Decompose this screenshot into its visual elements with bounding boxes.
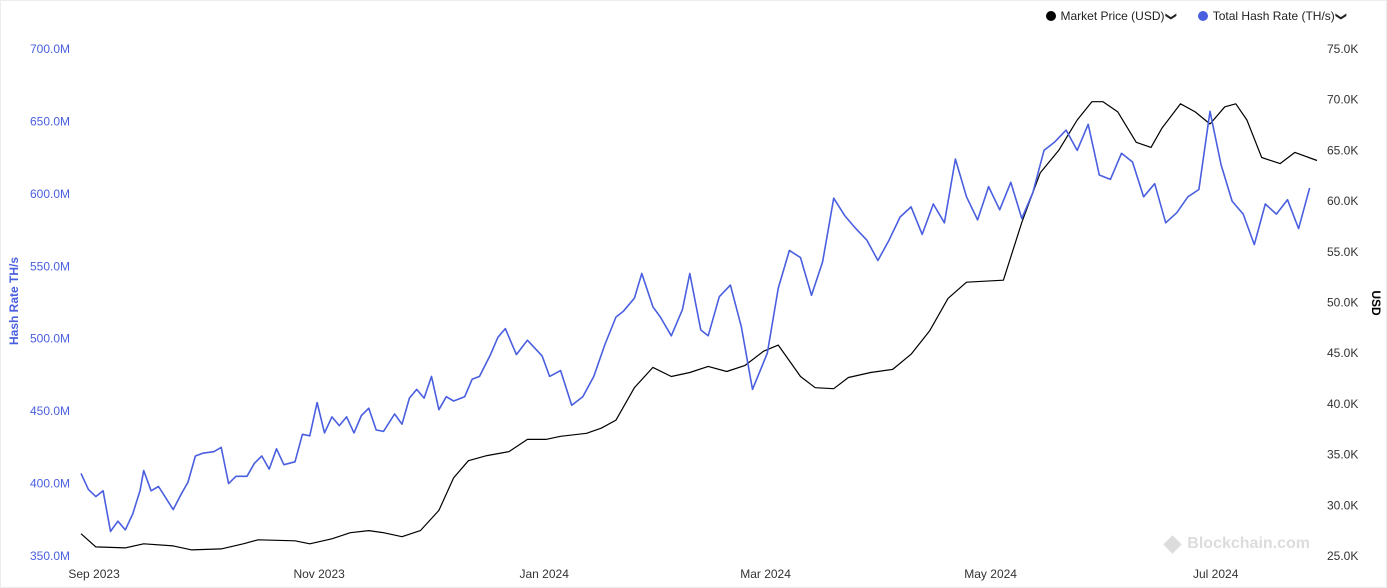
right-tick-label: 70.0K	[1327, 93, 1358, 107]
x-tick-label: Jan 2024	[519, 567, 569, 581]
market-price-line	[80, 101, 1318, 551]
price-dot-icon	[1045, 11, 1056, 21]
left-tick-label: 450.0M	[30, 404, 70, 418]
right-tick-label: 50.0K	[1327, 296, 1358, 310]
left-tick-label: 550.0M	[30, 259, 70, 273]
right-tick-label: 60.0K	[1327, 194, 1358, 208]
watermark: Blockchain.com	[1163, 534, 1310, 554]
chevron-down-icon[interactable]: ❯	[1334, 11, 1347, 21]
left-tick-label: 700.0M	[30, 42, 70, 56]
hash-rate-line	[80, 110, 1311, 533]
right-tick-label: 40.0K	[1327, 397, 1358, 411]
blockchain-logo-icon	[1163, 534, 1182, 554]
watermark-text: Blockchain.com	[1187, 535, 1310, 552]
legend: Market Price (USD) ❯ Total Hash Rate (TH…	[1045, 9, 1347, 23]
hash-dot-icon	[1197, 11, 1208, 21]
chevron-down-icon[interactable]: ❯	[1164, 11, 1177, 21]
x-tick-label: Mar 2024	[740, 567, 791, 581]
left-tick-label: 500.0M	[30, 332, 70, 346]
left-tick-label: 650.0M	[30, 114, 70, 128]
left-axis-title: Hash Rate TH/s	[7, 257, 21, 345]
right-tick-label: 35.0K	[1327, 448, 1358, 462]
legend-hash-label: Total Hash Rate (TH/s)	[1212, 9, 1335, 23]
x-tick-label: Jul 2024	[1193, 567, 1239, 581]
x-tick-label: Nov 2023	[293, 567, 345, 581]
x-tick-label: May 2024	[964, 567, 1017, 581]
right-tick-label: 45.0K	[1327, 346, 1358, 360]
right-tick-label: 65.0K	[1327, 143, 1358, 157]
legend-price-label: Market Price (USD)	[1060, 9, 1165, 23]
right-tick-label: 30.0K	[1327, 498, 1358, 512]
x-tick-label: Sep 2023	[68, 567, 120, 581]
right-tick-label: 25.0K	[1327, 549, 1358, 563]
right-tick-label: 75.0K	[1327, 42, 1358, 56]
right-tick-label: 55.0K	[1327, 245, 1358, 259]
legend-item-hash[interactable]: Total Hash Rate (TH/s) ❯	[1197, 9, 1347, 23]
right-axis-title: USD	[1369, 290, 1383, 316]
left-tick-label: 350.0M	[30, 549, 70, 563]
left-tick-label: 400.0M	[30, 477, 70, 491]
legend-item-price[interactable]: Market Price (USD) ❯	[1045, 9, 1177, 23]
left-tick-label: 600.0M	[30, 187, 70, 201]
